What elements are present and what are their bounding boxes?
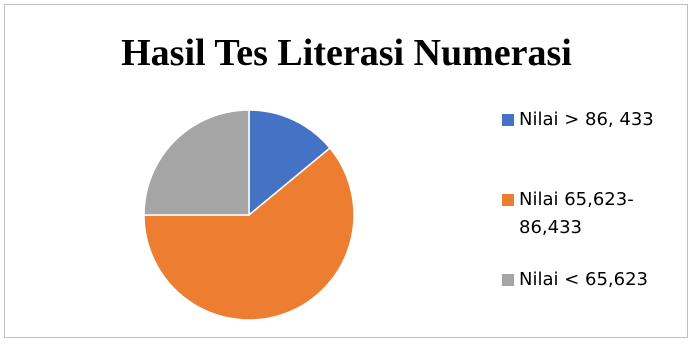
legend-label-0: Nilai > 86, 433: [519, 109, 654, 130]
chart-area: [4, 4, 688, 338]
legend-label-2: Nilai < 65,623: [519, 269, 649, 290]
chart-title: Hasil Tes Literasi Numerasi: [121, 32, 572, 74]
legend-item-2: Nilai < 65,623: [502, 266, 679, 294]
pie-slice-1: [143, 147, 355, 321]
legend-item-0: Nilai > 86, 433: [502, 106, 679, 134]
legend-swatch-0: [502, 114, 514, 126]
pie-slice-0: [248, 109, 331, 217]
legend-label-1: Nilai 65,623-86,433: [519, 189, 634, 238]
legend-item-1: Nilai 65,623-86,433: [502, 186, 679, 242]
legend-swatch-1: [502, 194, 514, 206]
pie-slice-2: [143, 109, 250, 216]
legend-swatch-2: [502, 274, 514, 286]
